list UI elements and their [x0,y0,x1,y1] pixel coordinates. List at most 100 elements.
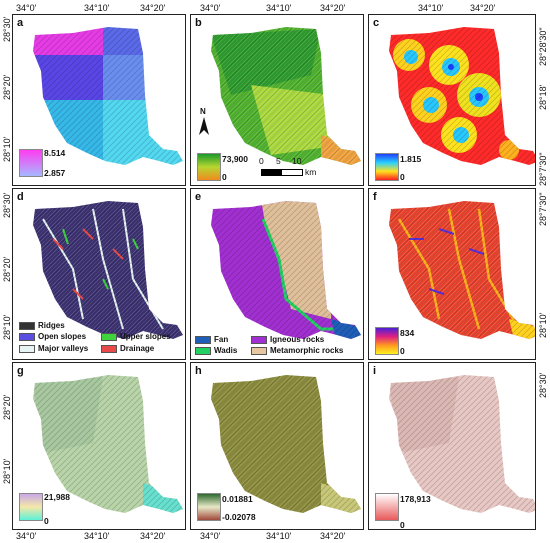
coord-left-g1: 28°20' [2,394,12,420]
coord-left-d2: 28°20' [2,256,12,282]
legend-max: 178,913 [400,494,431,504]
legend-key-ridges: Ridges [19,321,65,330]
coord-left-a1: 28°30' [2,16,12,42]
panel-letter: b [195,17,202,29]
panel-letter: d [17,191,24,203]
legend-min: 0 [222,172,227,182]
legend-key-wadis: Wadis [195,346,237,355]
scale-tick-0: 0 [259,156,264,166]
coord-bottom-6: 34°20' [320,531,346,541]
legend-bar [19,149,43,177]
legend-swatch [19,332,35,341]
legend-swatch [19,321,35,330]
panel-h: h 0.01881 -0.02078 [190,362,364,530]
panel-g: g 21,988 0 [12,362,186,530]
map-geology [211,201,361,339]
legend-max: 1.815 [400,154,422,164]
legend-key-label: Igneous rocks [270,335,325,344]
coord-bottom-5: 34°10' [266,531,292,541]
legend-min: 0 [400,520,405,530]
legend-max: 0.01881 [222,494,253,504]
legend-min: 0 [400,172,405,182]
coord-top-8: 34°20' [470,3,496,13]
map-landforms [33,201,183,339]
legend-key-major-valleys: Major valleys [19,344,88,353]
map-index-g [33,375,183,513]
legend-key-label: Upper slopes [120,332,171,341]
panel-letter: a [17,17,24,29]
legend-bar [197,153,221,181]
map-index-i [389,375,535,513]
legend-bar [375,493,399,521]
coord-top-6: 34°20' [320,3,346,13]
map-slope-zones [33,27,183,165]
legend-max: 8.514 [44,148,66,158]
coord-right-c3: 28°7'30" [538,152,548,186]
legend-key-label: Wadis [214,346,238,355]
map-elevation [211,27,361,165]
legend-key-metamorphic: Metamorphic rocks [251,346,343,355]
legend-swatch [101,332,117,341]
panel-f: f 834 0 [368,188,536,360]
coord-left-d1: 28°30' [2,192,12,218]
panel-letter: h [195,365,202,377]
legend-swatch [195,346,211,355]
legend-key-upper-slopes: Upper slopes [101,332,171,341]
coord-top-7: 34°10' [418,3,444,13]
coord-top-2: 34°10' [84,3,110,13]
panel-c: c 1.815 0 [368,14,536,186]
legend-bar [375,327,399,355]
panel-i: i 178,913 0 [368,362,536,530]
coord-left-a3: 28°10' [2,136,12,162]
coord-right-c2: 28°18' [538,84,548,110]
legend-key-igneous: Igneous rocks [251,335,324,344]
legend-key-label: Drainage [120,344,155,353]
legend-key-label: Open slopes [38,332,87,341]
legend-swatch [251,335,267,344]
legend-key-label: Major valleys [38,344,89,353]
panel-letter: i [373,365,377,377]
legend-swatch [251,346,267,355]
north-label: N [200,107,206,116]
legend-key-label: Fan [214,335,229,344]
coord-right-g1: 28°30' [538,372,548,398]
scale-bar [261,169,303,176]
legend-max: 73,900 [222,154,248,164]
map-flow [389,201,535,339]
legend-min: -0.02078 [222,512,256,522]
legend-key-label: Ridges [38,321,65,330]
coord-bottom-4: 34°0' [200,531,221,541]
legend-key-fan: Fan [195,335,228,344]
coord-top-4: 34°0' [200,3,221,13]
coord-right-f2: 28°10' [538,312,548,338]
coord-bottom-2: 34°10' [84,531,110,541]
coord-top-1: 34°0' [16,3,37,13]
scale-tick-10: 10 [292,156,302,166]
legend-max: 21,988 [44,492,70,502]
legend-bar [197,493,221,521]
panel-b: b N 73,900 0 0 5 10 km [190,14,364,186]
panel-letter: c [373,17,380,29]
panel-letter: f [373,191,377,203]
panel-d: d Ridges Open slopes Upper slopes Major … [12,188,186,360]
legend-swatch [19,344,35,353]
legend-key-drainage: Drainage [101,344,154,353]
legend-key-open-slopes: Open slopes [19,332,86,341]
legend-min: 0 [400,346,405,356]
panel-a: a 8.514 2.857 [12,14,186,186]
legend-max: 834 [400,328,415,338]
coord-left-d3: 28°10' [2,314,12,340]
legend-swatch [101,344,117,353]
coord-bottom-3: 34°20' [140,531,166,541]
legend-swatch [195,335,211,344]
coord-top-3: 34°20' [140,3,166,13]
scale-tick-5: 5 [276,156,281,166]
panel-e: e Fan Igneous rocks Wadis Metamorphic ro… [190,188,364,360]
coord-top-5: 34°10' [266,3,292,13]
coord-right-f1: 28°7'30" [538,192,548,226]
north-arrow-icon [199,117,209,135]
legend-min: 2.857 [44,168,66,178]
coord-bottom-1: 34°0' [16,531,37,541]
panel-letter: g [17,365,24,377]
legend-min: 0 [44,516,49,526]
